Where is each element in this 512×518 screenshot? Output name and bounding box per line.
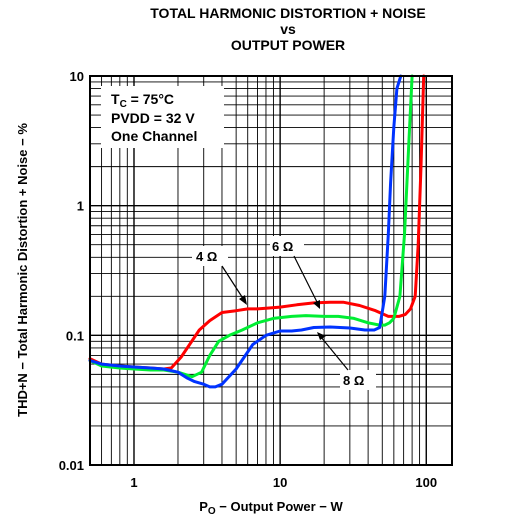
series-line-2 <box>88 74 403 389</box>
y-tick-label: 10 <box>70 69 84 84</box>
annotation-8-ohm-bg <box>340 370 376 390</box>
conditions-box: TC = 75°C PVDD = 32 V One Channel <box>101 86 224 148</box>
y-tick-label: 0.01 <box>59 458 84 473</box>
annotation-6-ohm-arrowhead <box>313 300 320 309</box>
conditions-box-bg <box>101 86 224 148</box>
annotation-6-ohm: 6 Ω <box>270 236 320 309</box>
y-tick-label: 0.1 <box>66 328 84 343</box>
condition-channel: One Channel <box>111 128 197 144</box>
condition-tc-sub: C <box>120 99 127 110</box>
annotation-6-ohm-bg <box>270 236 304 256</box>
series-lines <box>88 74 426 389</box>
annotation-4-ohm: 4 Ω <box>192 246 247 305</box>
condition-tc: TC = 75°C <box>111 91 174 110</box>
chart-title-line-2: vs <box>280 21 296 37</box>
y-tick-label: 1 <box>77 199 84 214</box>
annotation-4-ohm-leader <box>221 265 245 301</box>
annotation-8-ohm: 8 Ω <box>317 332 376 390</box>
x-axis-label-rest: − Output Power − W <box>216 499 344 514</box>
annotation-8-ohm-leader <box>320 336 349 371</box>
annotation-8-ohm-arrowhead <box>317 332 326 340</box>
x-tick-label: 1 <box>130 475 137 490</box>
x-axis-label-main: P <box>199 499 208 514</box>
annotation-6-ohm-leader <box>293 255 319 305</box>
x-tick-label: 10 <box>273 475 287 490</box>
x-axis-label: PO − Output Power − W <box>199 499 343 517</box>
x-axis-label-sub: O <box>208 506 216 517</box>
annotation-4-ohm-label: 4 Ω <box>196 249 217 264</box>
annotation-8-ohm-label: 8 Ω <box>343 373 364 388</box>
x-tick-label: 100 <box>415 475 437 490</box>
plot-frame <box>89 75 453 466</box>
annotation-4-ohm-bg <box>192 246 228 266</box>
chart-title-line-1: TOTAL HARMONIC DISTORTION + NOISE <box>150 5 425 21</box>
tick-labels: 1 10 100 0.01 0.1 1 10 <box>59 69 437 490</box>
condition-pvdd: PVDD = 32 V <box>111 110 195 126</box>
condition-tc-rest: = 75°C <box>127 91 174 107</box>
annotation-6-ohm-label: 6 Ω <box>272 239 293 254</box>
y-axis-label: THD+N − Total Harmonic Distortion + Nois… <box>15 123 30 417</box>
annotation-4-ohm-arrowhead <box>239 295 247 305</box>
condition-tc-main: T <box>111 91 120 107</box>
chart-title-line-3: OUTPUT POWER <box>231 37 345 53</box>
